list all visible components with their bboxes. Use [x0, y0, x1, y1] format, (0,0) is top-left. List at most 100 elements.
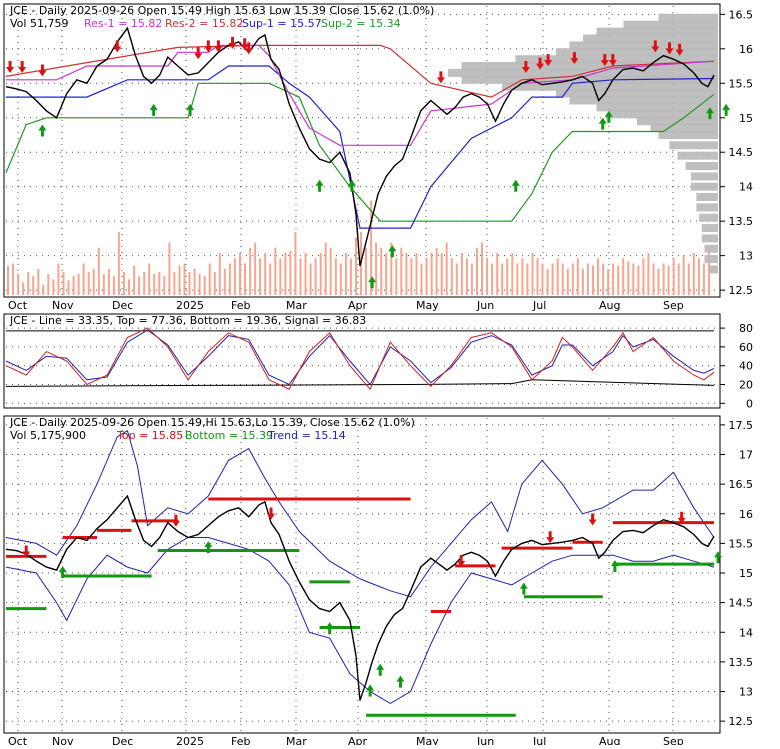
volume-bar: [178, 265, 181, 295]
down-arrow-icon: [588, 513, 597, 526]
volume-bar: [344, 253, 347, 295]
trend-tick-label: 15.5: [729, 537, 754, 550]
price-y-ticks: 16.5 16 15.5 15 14.5 14 13.5 13 12.5: [720, 8, 753, 297]
signal-arrows: [6, 36, 731, 289]
down-arrow-icon: [171, 514, 180, 527]
trend-tick-label: 12.5: [729, 715, 754, 728]
volume-bar: [566, 268, 569, 296]
volume-bar: [556, 258, 559, 296]
volume-bar: [309, 263, 312, 295]
volume-bar: [551, 263, 554, 295]
volume-bar: [586, 263, 589, 295]
volume-bar: [576, 258, 579, 296]
volume-bar: [652, 263, 655, 295]
down-arrow-icon: [536, 57, 545, 70]
volume-profile-bar: [701, 224, 718, 233]
volume-bar: [183, 263, 186, 295]
volume-bar: [319, 253, 322, 295]
up-arrow-icon: [368, 276, 377, 289]
volume-profile-bar: [650, 124, 718, 133]
price-lines: [5, 26, 715, 267]
up-arrow-icon: [722, 103, 731, 116]
volume-profile-bar: [699, 213, 718, 222]
volume-bar: [501, 263, 504, 295]
volume-bar: [299, 258, 302, 296]
volume-bar: [128, 279, 130, 296]
trend-month-label: Mar: [286, 735, 307, 745]
volume-bar: [470, 263, 473, 295]
volume-bar: [622, 258, 625, 296]
down-arrow-icon: [608, 54, 617, 67]
volume-bar: [370, 200, 373, 295]
volume-bar: [259, 258, 262, 296]
volume-bar: [239, 253, 241, 295]
down-arrow-icon: [600, 54, 609, 67]
down-arrow-icon: [244, 42, 253, 55]
volume-bar: [708, 247, 710, 296]
volume-bar: [72, 276, 75, 295]
stoch-tick-label: 80: [739, 322, 753, 335]
price-tick-label: 14: [739, 181, 753, 194]
volume-bar: [637, 265, 640, 295]
volume-bar: [67, 280, 70, 295]
volume-bar: [526, 263, 529, 295]
price-month-label: Jul: [532, 299, 546, 312]
price-month-label: May: [416, 299, 439, 312]
trend-top-label: Top = 15.85: [116, 429, 183, 442]
volume-bar: [62, 271, 65, 295]
volume-bar: [218, 253, 221, 295]
price-tick-label: 15.5: [729, 77, 754, 90]
stochastic-y-ticks: 80 60 40 20 0: [720, 322, 753, 410]
volume-profile-bar: [583, 34, 718, 43]
volume-bar: [682, 255, 685, 295]
trend-month-label: Dec: [112, 735, 133, 745]
volume-profile-bar: [691, 172, 718, 181]
volume-bar: [647, 253, 650, 295]
up-arrow-icon: [714, 551, 723, 564]
volume-bar: [365, 247, 367, 296]
volume-bar: [168, 242, 171, 295]
price-tick-label: 16: [739, 43, 753, 56]
trend-y-ticks: 17.5 17 16.5 16 15.5 15 14.5 14 13.5 13 12.5: [720, 419, 753, 728]
down-arrow-icon: [113, 40, 122, 53]
volume-bar: [133, 265, 136, 295]
volume-bar: [476, 247, 478, 296]
down-arrow-icon: [204, 40, 213, 53]
volume-bar: [511, 253, 514, 295]
price-tick-label: 13.5: [729, 215, 754, 228]
volume-bar: [349, 258, 352, 296]
volume-bar: [541, 263, 544, 295]
volume-profile-bar: [623, 20, 718, 29]
price-month-label: Oct: [8, 299, 28, 312]
trend-tick-label: 15: [739, 567, 753, 580]
volume-bar: [440, 253, 443, 295]
volume-bar: [314, 258, 317, 296]
trend-tick-label: 17: [739, 449, 753, 462]
volume-bar: [677, 263, 680, 295]
stoch-bottom-band: [5, 379, 715, 387]
volume-bar: [32, 276, 35, 295]
price-month-label: Sep: [663, 299, 684, 312]
volume-bar: [516, 263, 519, 295]
volume-bar: [334, 258, 337, 296]
volume-bar: [455, 263, 458, 295]
volume-bar: [42, 284, 45, 295]
trend-tick-label: 13: [739, 686, 753, 699]
price-tick-label: 13: [739, 250, 753, 263]
volume-bar: [375, 242, 378, 295]
up-arrow-icon: [610, 560, 619, 573]
volume-bar: [400, 247, 403, 296]
down-arrow-icon: [228, 36, 237, 49]
volume-bar: [284, 253, 287, 295]
volume-bar: [687, 263, 690, 295]
volume-bar: [496, 253, 499, 295]
volume-profile-bar: [637, 117, 718, 126]
price-month-label: Mar: [286, 299, 307, 312]
price-month-label: Dec: [112, 299, 133, 312]
up-arrow-icon: [604, 110, 613, 123]
volume-bar: [279, 258, 282, 296]
volume-profile-bar: [696, 193, 718, 201]
volume-bar: [390, 242, 393, 295]
up-arrow-icon: [204, 541, 213, 554]
